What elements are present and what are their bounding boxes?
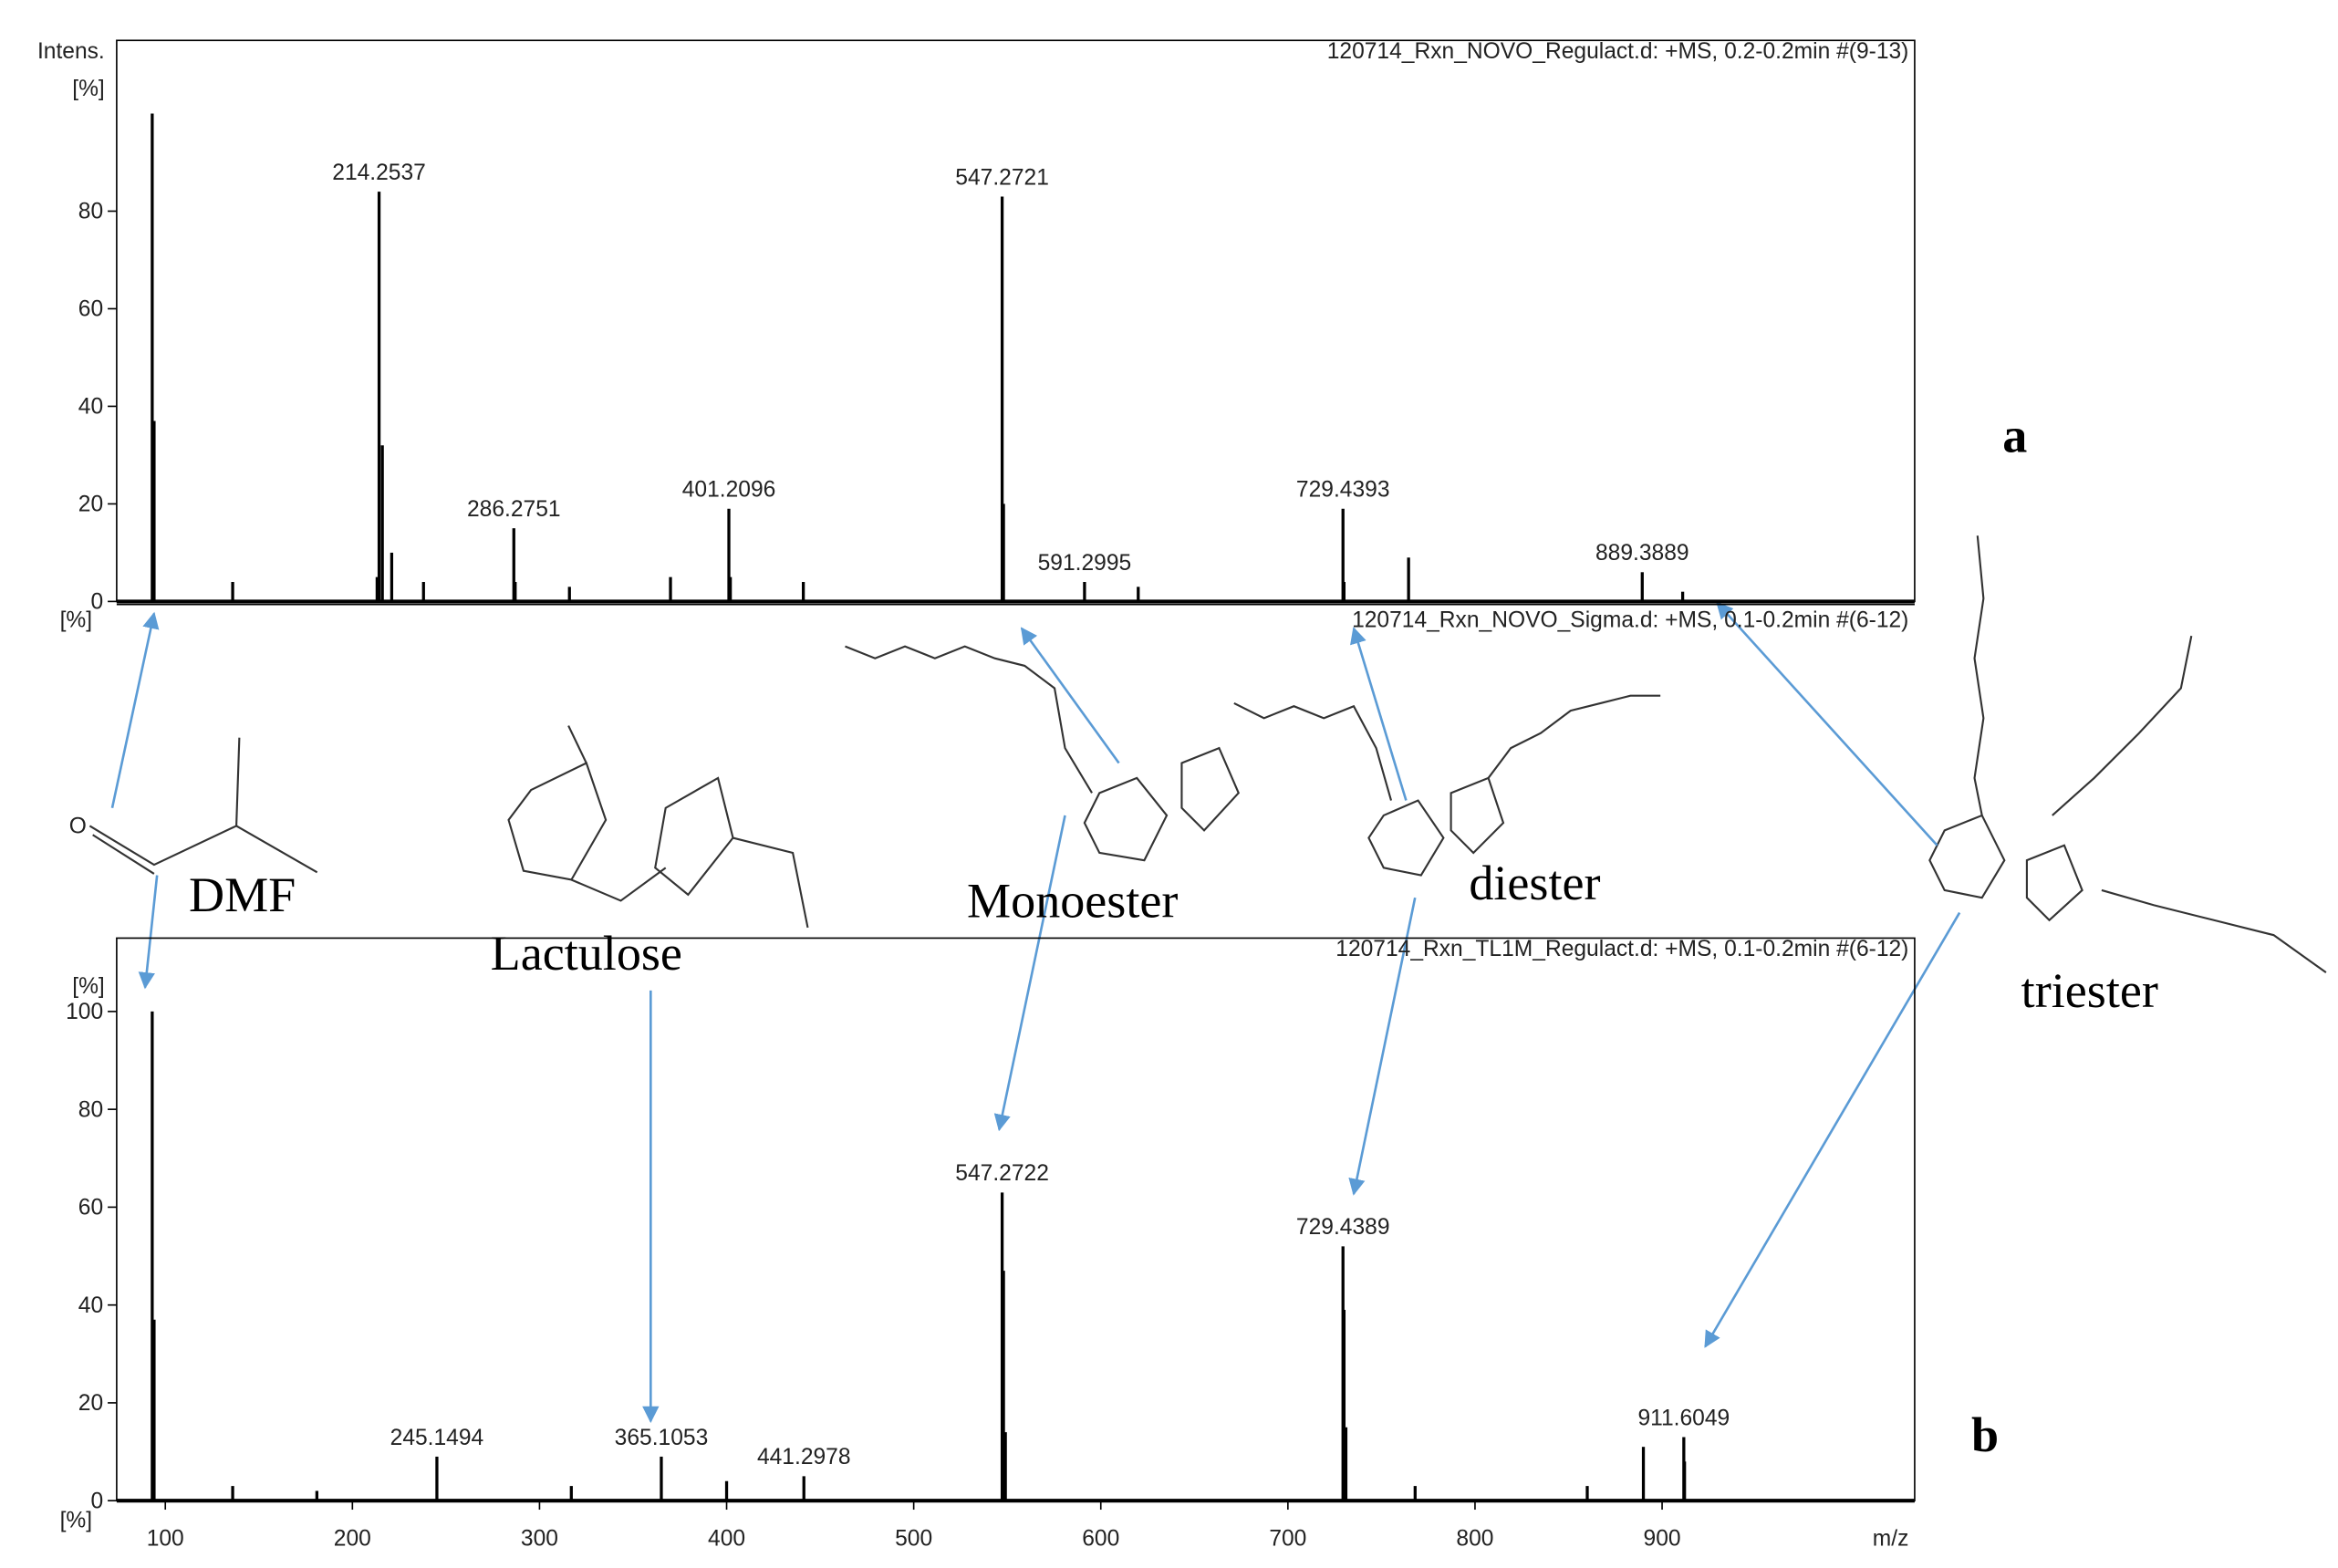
y-tick-label: 40	[78, 395, 103, 420]
peak-label: 729.4389	[1296, 1215, 1390, 1240]
y-tick-label: 60	[78, 297, 103, 322]
y-tick-label: 80	[78, 1097, 103, 1122]
x-tick-label: 600	[1082, 1526, 1119, 1551]
y-tick-label: 60	[78, 1196, 103, 1220]
peak-label: 401.2096	[682, 478, 776, 503]
x-tick-label: 800	[1456, 1526, 1493, 1551]
arrows	[110, 601, 1961, 1424]
x-tick-label: 200	[334, 1526, 371, 1551]
peak-label: 441.2978	[757, 1445, 851, 1469]
peak-label: 911.6049	[1637, 1406, 1730, 1430]
x-tick-label: 100	[147, 1526, 184, 1551]
structure-label: diester	[1469, 856, 1600, 910]
y-tick-label: 0	[90, 1489, 103, 1513]
x-tick-label: 900	[1644, 1526, 1681, 1551]
y-axis-label: Intens.	[37, 39, 105, 64]
y-tick-label: 20	[78, 1391, 103, 1416]
y-tick-label: 20	[78, 493, 103, 517]
x-tick-label: 700	[1269, 1526, 1306, 1551]
panel-title: 120714_Rxn_NOVO_Sigma.d: +MS, 0.1-0.2min…	[1352, 607, 1908, 632]
peak-label: 889.3889	[1595, 541, 1689, 566]
peak-label: 547.2722	[955, 1161, 1049, 1186]
panel-letter: b	[1971, 1407, 1999, 1462]
panel-title: 120714_Rxn_TL1M_Regulact.d: +MS, 0.1-0.2…	[1335, 937, 1908, 961]
panel-letter: a	[2002, 408, 2027, 462]
x-tick-label: 300	[521, 1526, 558, 1551]
peak-label: 591.2995	[1038, 551, 1132, 576]
structure-label: triester	[2021, 963, 2158, 1018]
x-tick-label: 500	[895, 1526, 932, 1551]
x-axis-label: m/z	[1873, 1526, 1909, 1551]
peak-label: 286.2751	[467, 497, 561, 522]
peak-label: 214.2537	[332, 161, 426, 185]
y-unit: [%]	[60, 1509, 93, 1533]
peak-label: 365.1053	[615, 1426, 709, 1450]
y-unit: [%]	[72, 974, 105, 999]
y-unit: [%]	[60, 607, 93, 632]
panel-title: 120714_Rxn_NOVO_Regulact.d: +MS, 0.2-0.2…	[1327, 39, 1909, 64]
structure-label: Lactulose	[491, 926, 682, 981]
x-tick-label: 400	[708, 1526, 745, 1551]
peak-label: 547.2721	[955, 165, 1049, 190]
y-unit: [%]	[72, 77, 105, 101]
molecules: O	[69, 535, 2327, 974]
structure-label: Monoester	[967, 873, 1178, 928]
peak-label: 729.4393	[1296, 478, 1390, 503]
plot-frame	[116, 39, 1916, 603]
y-tick-label: 80	[78, 200, 103, 224]
structure-label: DMF	[189, 867, 296, 922]
peak-label: 245.1494	[390, 1426, 484, 1450]
y-tick-label: 40	[78, 1293, 103, 1318]
svg-text:O: O	[69, 815, 87, 839]
y-tick-label: 0	[90, 590, 103, 615]
y-tick-label: 100	[66, 1000, 103, 1024]
